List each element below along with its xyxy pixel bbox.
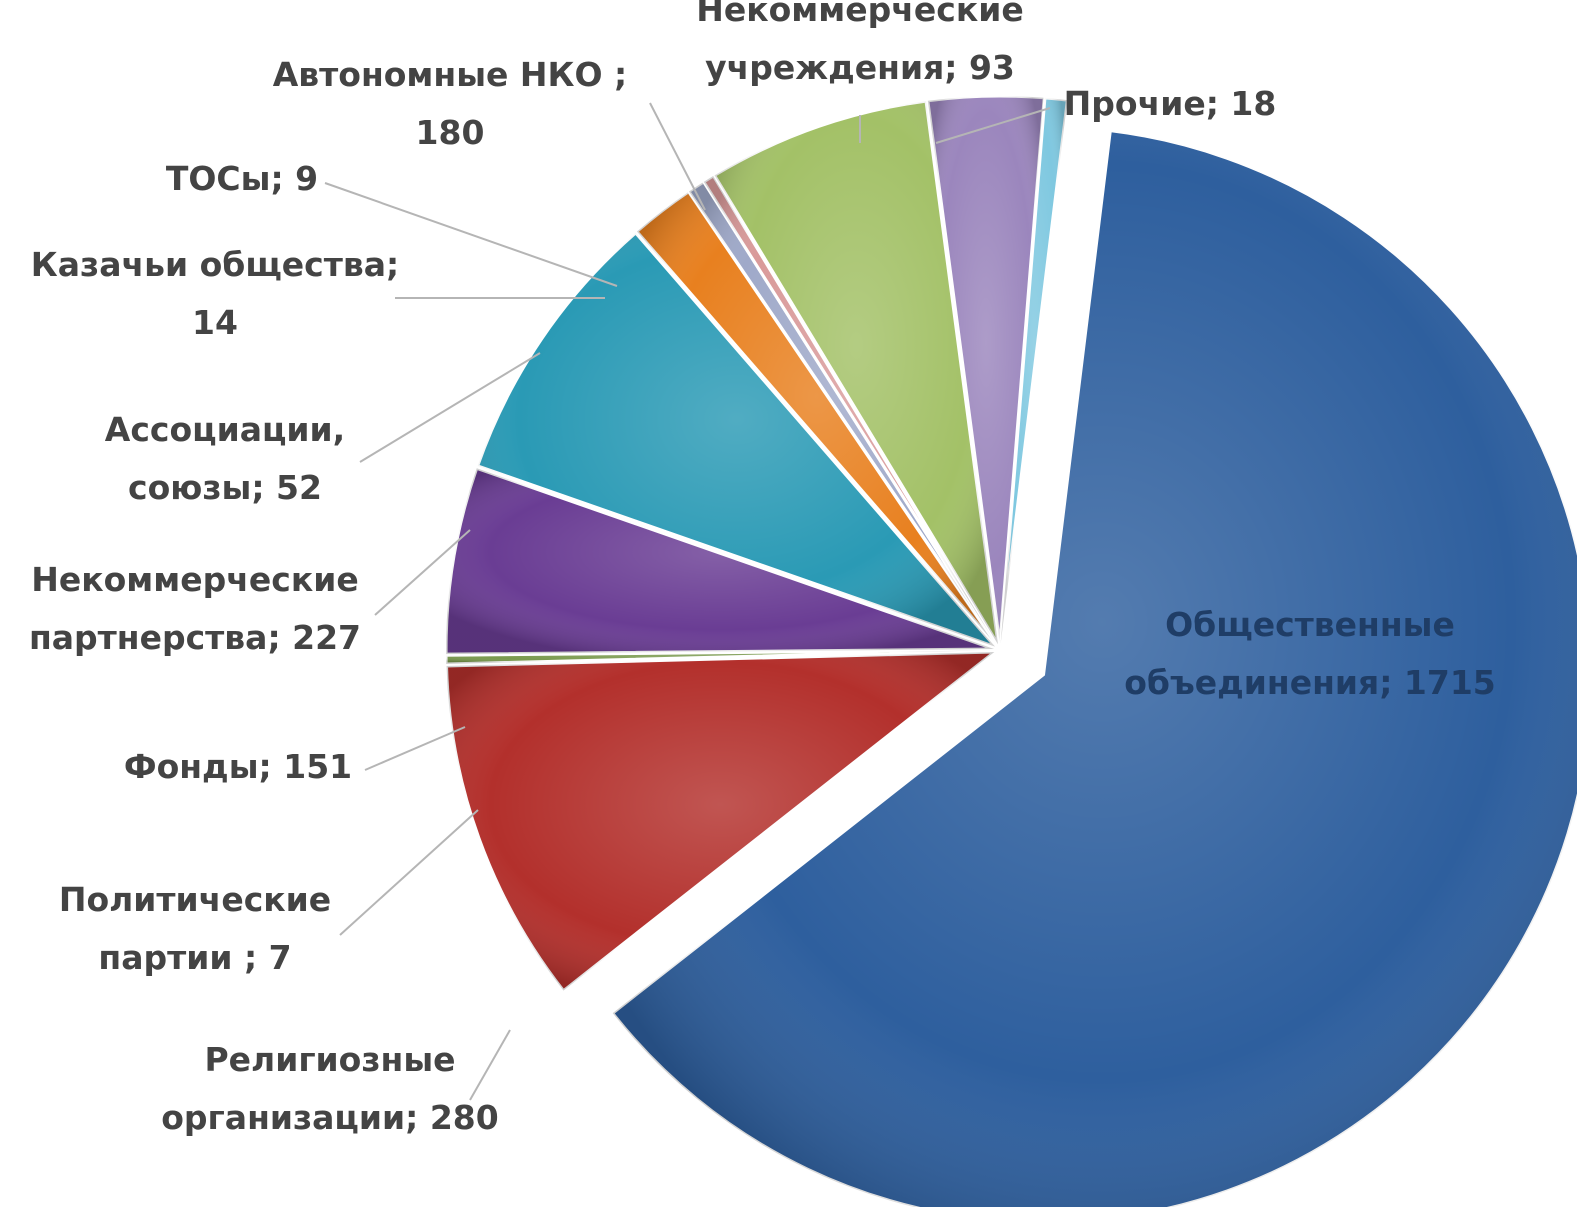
slice-label-line: учреждения; 93: [705, 48, 1015, 87]
leader-line: [935, 107, 1051, 144]
slice-label-line: 14: [192, 303, 238, 342]
leader-line: [649, 102, 706, 211]
slice-label: Казачьи общества; 14: [31, 245, 399, 342]
slice-label: Некоммерческие партнерства; 227: [29, 560, 361, 657]
pie-slice-shading: [446, 468, 995, 655]
slice-label-line: Общественные: [1165, 605, 1455, 644]
slice-label-line: ТОСы; 9: [166, 159, 318, 198]
slice-label-line: организации; 280: [161, 1098, 498, 1137]
slice-label-line: Религиозные: [204, 1040, 455, 1079]
leader-line: [324, 182, 618, 287]
slice-label-line: союзы; 52: [128, 468, 322, 507]
leader-line: [339, 809, 479, 936]
leader-line: [364, 726, 466, 771]
slice-label: ТОСы; 9: [166, 159, 318, 198]
slice-label: Прочие; 18: [1064, 84, 1277, 123]
labels-layer: Общественные объединения; 1715 Религиозные…: [29, 0, 1496, 1137]
pie-slice-shading: [714, 101, 999, 645]
pie-slice-group: [999, 96, 1070, 645]
slice-label: Ассоциации, союзы; 52: [105, 410, 345, 507]
slice-label-line: партнерства; 227: [29, 618, 361, 657]
pie-slice-group: [475, 230, 1000, 650]
slices-layer: [444, 94, 1577, 1207]
pie-slice-shading: [688, 181, 997, 645]
slice-label-line: Некоммерческие: [31, 560, 359, 599]
slice-label-line: Ассоциации,: [105, 410, 345, 449]
pie-slice-group: [610, 128, 1577, 1207]
slice-label-line: Фонды; 151: [124, 747, 352, 786]
pie-slice-shading: [477, 232, 996, 647]
slice-label-line: Политические: [59, 880, 331, 919]
slice-label-line: объединения; 1715: [1124, 663, 1496, 702]
leader-line: [469, 1029, 511, 1101]
pie-slice-shading: [1000, 97, 1068, 645]
pie-slice-group: [444, 650, 999, 993]
pie-slice-shading: [927, 96, 1045, 645]
slice-label-line: Автономные НКО ;: [273, 55, 628, 94]
slice-label: Некоммерческие учреждения; 93: [696, 0, 1024, 87]
pie-slice-group: [444, 466, 995, 656]
slice-label: Политические партии ; 7: [59, 880, 331, 977]
slice-label-line: Казачьи общества;: [31, 245, 399, 284]
pie-slice-shading: [703, 175, 997, 645]
slice-label-line: Некоммерческие: [696, 0, 1024, 29]
leader-line: [359, 352, 541, 463]
leader-lines-layer: [324, 102, 1051, 1101]
leader-line: [374, 529, 471, 616]
slice-label: Религиозные организации; 280: [161, 1040, 498, 1137]
pie-slice-shading: [636, 191, 997, 646]
pie-slice-group: [712, 99, 1000, 646]
slice-label: Общественные объединения; 1715: [1124, 605, 1496, 702]
slice-label-line: партии ; 7: [98, 938, 291, 977]
pie-slice-shading: [612, 130, 1577, 1207]
slice-label: Фонды; 151: [124, 747, 352, 786]
pie-slice-shading: [446, 652, 995, 991]
slice-label-line: 180: [416, 113, 485, 152]
slice-label-line: Прочие; 18: [1064, 84, 1277, 123]
pie-slice-shading: [446, 650, 995, 665]
slice-label: Автономные НКО ; 180: [273, 55, 628, 152]
